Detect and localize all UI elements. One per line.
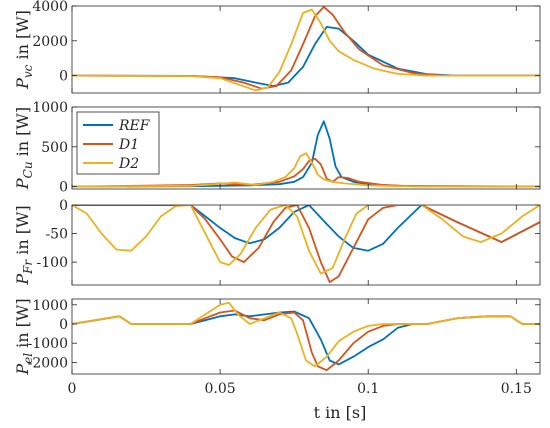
x-axis-label: t in [s]	[314, 403, 367, 422]
y-label-unit: in [W]	[13, 10, 32, 65]
y-label-symbol: P	[13, 178, 32, 190]
x-tick-label: 0	[68, 381, 77, 397]
series-group	[72, 6, 540, 92]
series-line-ref	[72, 205, 540, 252]
y-tick-label: 1000	[32, 298, 68, 314]
y-tick-label: -2000	[28, 355, 68, 371]
series-group	[72, 205, 540, 284]
x-tick-label: 0.1	[357, 381, 379, 397]
series-line-d1	[72, 157, 540, 188]
y-label-subscript: Cu	[21, 161, 35, 178]
y-label-subscript: el	[21, 353, 35, 364]
series-line-d1	[72, 205, 540, 284]
y-label-subscript: vc	[21, 64, 35, 78]
series-line-d2	[72, 301, 540, 368]
plot-area	[72, 299, 540, 374]
legend: REF D1 D2	[76, 111, 160, 175]
y-tick-label: -1000	[28, 336, 68, 352]
y-label-unit: in [W]	[13, 205, 32, 260]
axes-box	[71, 5, 541, 94]
y-axis-label: Pel in [W]	[13, 298, 35, 375]
y-label-symbol: P	[13, 78, 32, 90]
y-tick-label: 4000	[32, 0, 68, 15]
y-tick-label: 0	[59, 69, 68, 85]
axes-box	[71, 298, 541, 375]
series-group	[72, 301, 540, 372]
series-line-d2	[72, 152, 540, 188]
y-tick-label: 2000	[32, 34, 68, 50]
series-line-d2	[72, 205, 540, 275]
y-tick-label: -50	[45, 227, 68, 243]
axes-box	[71, 204, 541, 286]
series-line-d2	[72, 8, 540, 92]
axes-box	[71, 106, 541, 190]
y-tick-label: -100	[37, 255, 68, 271]
y-label-unit: in [W]	[13, 107, 32, 162]
series-line-d1	[72, 6, 540, 90]
panel-3: -100 -50 0 PFr in [W]	[13, 198, 541, 286]
y-label-symbol: P	[13, 364, 32, 376]
y-label-unit: in [W]	[13, 298, 32, 353]
legend-label-d1: D1	[118, 137, 139, 153]
y-axis-label: Pvc in [W]	[13, 10, 35, 90]
y-label-subscript: Fr	[21, 259, 35, 275]
y-axis-label: PCu in [W]	[13, 107, 35, 190]
y-tick-label: 1000	[32, 100, 68, 116]
y-label-symbol: P	[13, 274, 32, 286]
plot-area	[72, 6, 540, 93]
series-line-ref	[72, 120, 540, 188]
series-line-ref	[72, 25, 540, 87]
x-tick-label: 0.15	[501, 381, 532, 397]
legend-label-d2: D2	[118, 156, 139, 172]
y-tick-label: 0	[59, 198, 68, 214]
plot-area	[72, 205, 540, 285]
y-axis-label: PFr in [W]	[13, 205, 35, 285]
series-group	[72, 120, 540, 188]
y-tick-label: 500	[41, 140, 68, 156]
legend-label-ref: REF	[118, 118, 151, 134]
y-tick-label: 0	[59, 317, 68, 333]
x-tick-label: 0.05	[205, 381, 236, 397]
y-tick-label: 0	[59, 180, 68, 196]
